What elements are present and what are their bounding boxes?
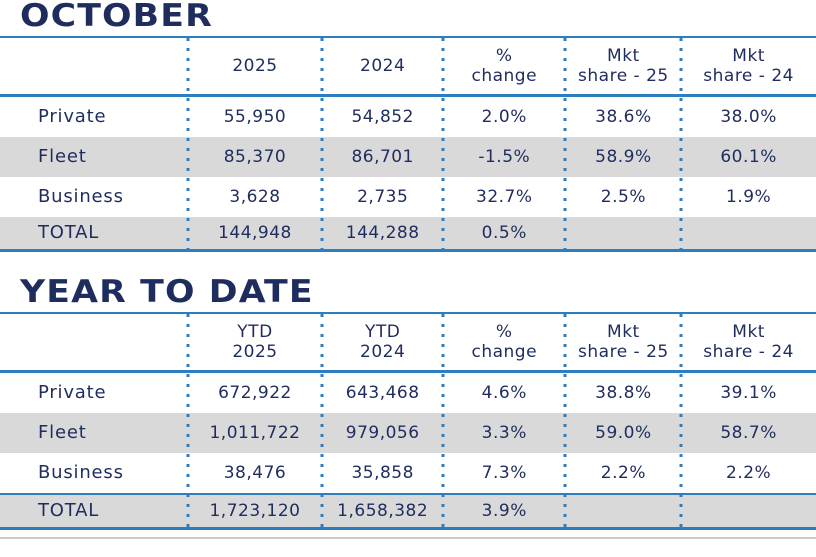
cell-mkt-share-25: 2.2% — [600, 463, 646, 483]
header-line: % — [495, 322, 513, 342]
header-line: 2025 — [232, 342, 278, 362]
cell-pct-change: 3.9% — [481, 501, 527, 521]
cell-2024: 54,852 — [351, 107, 414, 127]
cell-2025: 55,950 — [223, 107, 287, 127]
cell-mkt-share-24: 1.9% — [726, 187, 772, 207]
cell-mkt-share-25: 58.9% — [595, 147, 652, 167]
row-label: TOTAL — [38, 222, 100, 243]
cell-pct-change: 3.3% — [481, 423, 527, 443]
cell-mkt-share-25: 38.8% — [595, 383, 652, 403]
cell-pct-change: 2.0% — [481, 107, 527, 127]
cell-mkt-share-24: 39.1% — [720, 383, 777, 403]
october-title: OCTOBER — [20, 0, 213, 34]
cell-pct-change: -1.5% — [478, 147, 531, 167]
table-row-total: TOTAL 144,948 144,288 0.5% — [0, 217, 816, 249]
row-label: Business — [38, 462, 124, 483]
year-to-date-table: YTD 2025 YTD 2024 % change Mkt share - 2… — [0, 312, 816, 530]
report-page: OCTOBER 2025 2024 % change Mkt — [0, 1, 816, 539]
cell-ytd-2025: 1,723,120 — [209, 501, 301, 521]
header-line: share - 25 — [578, 66, 669, 86]
table-row-business: Business 38,476 35,858 7.3% 2.2% 2.2% — [0, 453, 816, 493]
cell-2025: 144,948 — [218, 223, 292, 243]
header-cell-2024: 2024 — [322, 56, 443, 76]
header-line: 2024 — [360, 56, 406, 76]
table-row-business: Business 3,628 2,735 32.7% 2.5% 1.9% — [0, 177, 816, 217]
cell-mkt-share-24: 2.2% — [726, 463, 772, 483]
cell-mkt-share-25: 2.5% — [600, 187, 646, 207]
cell-mkt-share-24: 58.7% — [720, 423, 777, 443]
table-row-fleet: Fleet 1,011,722 979,056 3.3% 59.0% 58.7% — [0, 413, 816, 453]
header-cell-mkt-share-24: Mkt share - 24 — [681, 322, 816, 362]
header-line: 2024 — [360, 342, 406, 362]
cell-pct-change: 32.7% — [476, 187, 533, 207]
table-row-total: TOTAL 1,723,120 1,658,382 3.9% — [0, 493, 816, 527]
october-table: 2025 2024 % change Mkt share - 25 Mkt sh… — [0, 36, 816, 252]
cell-ytd-2025: 38,476 — [223, 463, 287, 483]
row-label: Fleet — [38, 146, 87, 167]
header-line: Mkt — [732, 46, 765, 66]
cell-ytd-2024: 643,468 — [345, 383, 420, 403]
table-row-private: Private 55,950 54,852 2.0% 38.6% 38.0% — [0, 97, 816, 137]
header-line: 2025 — [232, 56, 278, 76]
cell-ytd-2024: 35,858 — [351, 463, 414, 483]
header-cell-2025: 2025 — [188, 56, 323, 76]
cell-mkt-share-25: 59.0% — [595, 423, 652, 443]
row-label: Private — [38, 106, 107, 127]
year-to-date-section: YEAR TO DATE YTD 2025 YTD 2024 % chang — [0, 277, 816, 530]
header-line: Mkt — [607, 322, 640, 342]
october-section: OCTOBER 2025 2024 % change Mkt — [0, 1, 816, 252]
row-label: Business — [38, 186, 124, 207]
cell-2024: 86,701 — [351, 147, 414, 167]
header-cell-ytd-2024: YTD 2024 — [322, 322, 443, 362]
header-line: share - 25 — [578, 342, 669, 362]
header-cell-mkt-share-24: Mkt share - 24 — [681, 46, 816, 86]
year-to-date-title: YEAR TO DATE — [20, 274, 314, 310]
cell-mkt-share-24: 60.1% — [720, 147, 777, 167]
cell-pct-change: 4.6% — [481, 383, 527, 403]
cell-ytd-2024: 1,658,382 — [337, 501, 429, 521]
cell-2024: 2,735 — [357, 187, 409, 207]
header-cell-pct-change: % change — [443, 46, 565, 86]
header-line: change — [471, 66, 538, 86]
row-label: TOTAL — [38, 500, 100, 521]
header-cell-ytd-2025: YTD 2025 — [188, 322, 323, 362]
header-cell-mkt-share-25: Mkt share - 25 — [565, 46, 681, 86]
cell-2024: 144,288 — [345, 223, 420, 243]
cell-mkt-share-24: 38.0% — [720, 107, 777, 127]
header-line: change — [471, 342, 538, 362]
cell-mkt-share-25: 38.6% — [595, 107, 652, 127]
cell-pct-change: 7.3% — [481, 463, 527, 483]
cell-ytd-2025: 1,011,722 — [209, 423, 301, 443]
header-line: % — [495, 46, 513, 66]
bottom-rule — [0, 537, 816, 539]
cell-ytd-2024: 979,056 — [345, 423, 420, 443]
table-row-private: Private 672,922 643,468 4.6% 38.8% 39.1% — [0, 373, 816, 413]
header-line: Mkt — [607, 46, 640, 66]
header-line: share - 24 — [703, 66, 794, 86]
header-cell-mkt-share-25: Mkt share - 25 — [565, 322, 681, 362]
cell-2025: 85,370 — [223, 147, 287, 167]
row-label: Private — [38, 382, 107, 403]
ytd-header-row: YTD 2025 YTD 2024 % change Mkt share - 2… — [0, 314, 816, 373]
header-line: share - 24 — [703, 342, 794, 362]
header-line: Mkt — [732, 322, 765, 342]
header-line: YTD — [237, 322, 273, 342]
row-label: Fleet — [38, 422, 87, 443]
cell-2025: 3,628 — [229, 187, 281, 207]
header-cell-pct-change: % change — [443, 322, 565, 362]
october-header-row: 2025 2024 % change Mkt share - 25 Mkt sh… — [0, 38, 816, 97]
cell-ytd-2025: 672,922 — [218, 383, 292, 403]
cell-pct-change: 0.5% — [481, 223, 527, 243]
table-row-fleet: Fleet 85,370 86,701 -1.5% 58.9% 60.1% — [0, 137, 816, 177]
header-line: YTD — [365, 322, 401, 342]
